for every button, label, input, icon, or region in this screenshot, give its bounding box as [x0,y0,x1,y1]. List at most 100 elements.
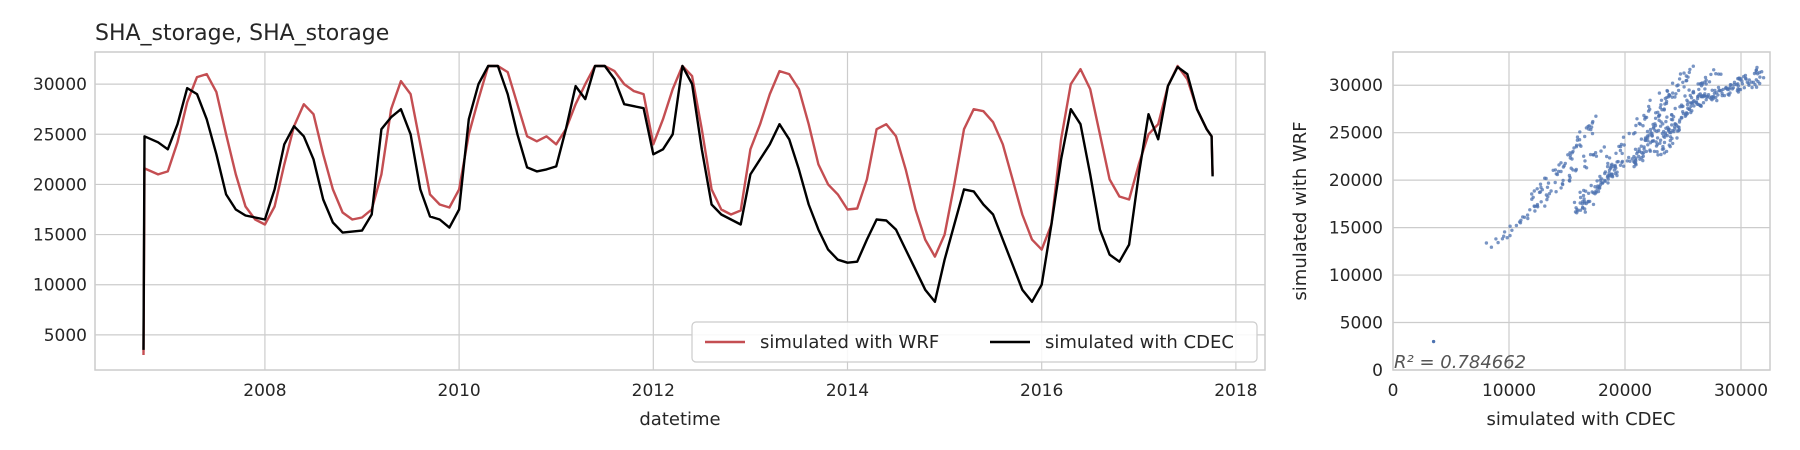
timeseries-chart: SHA_storage, SHA_storage 2008 2010 2012 201… [33,21,1266,430]
scatter-point [1737,76,1741,80]
scatter-point [1510,228,1514,232]
scatter-point [1658,141,1662,145]
scatter-point [1673,122,1678,126]
scatter-point [1657,113,1661,118]
scatter-point [1533,209,1537,213]
scatter-point [1594,114,1598,118]
scatter-point [1521,215,1525,219]
scatter-point [1694,100,1699,104]
scatter-ytick-label: 5000 [1340,314,1383,334]
scatter-point [1707,95,1712,100]
scatter-xticks: 0 10000 20000 30000 [1388,381,1768,401]
scatter-point [1572,200,1577,205]
scatter-point [1659,120,1663,124]
scatter-point [1581,193,1586,198]
scatter-point [1431,339,1436,344]
scatter-point [1575,207,1579,212]
scatter-point [1593,151,1598,155]
scatter-point [1761,76,1766,80]
timeseries-xtick-label: 2016 [1020,381,1063,401]
scatter-point [1613,164,1617,169]
scatter-point [1703,75,1708,80]
scatter-point [1655,136,1660,140]
scatter-point [1599,149,1603,153]
scatter-point [1496,240,1500,245]
scatter-point [1670,128,1675,133]
scatter-point [1732,80,1737,85]
scatter-point [1667,93,1672,97]
scatter-point [1578,130,1582,134]
scatter-point [1727,87,1731,91]
timeseries-xtick-label: 2008 [243,381,286,401]
scatter-point [1581,205,1585,209]
scatter-point [1606,161,1610,166]
scatter-point [1656,128,1661,133]
scatter-point [1567,178,1572,183]
scatter-point [1581,199,1585,204]
scatter-point [1571,168,1575,172]
scatter-point [1634,123,1638,128]
scatter-point [1714,72,1718,76]
scatter-point [1715,98,1719,103]
scatter-point [1689,96,1694,100]
scatter-point [1639,144,1644,148]
scatter-point [1651,139,1656,143]
scatter-point [1596,184,1600,188]
scatter-point [1679,103,1684,107]
scatter-point [1657,91,1662,95]
scatter-ylabel: simulated with WRF [1290,121,1311,300]
scatter-point [1613,171,1618,176]
scatter-point [1671,141,1675,146]
scatter-point [1742,86,1747,90]
scatter-point [1655,150,1659,154]
scatter-point [1571,149,1575,154]
scatter-point [1667,127,1671,131]
timeseries-frame [94,51,1266,371]
scatter-point [1535,187,1539,191]
scatter-point [1653,116,1658,121]
scatter-point [1642,150,1646,155]
scatter-point [1646,143,1650,147]
scatter-point [1726,92,1730,97]
scatter-point [1605,154,1609,159]
scatter-point [1591,119,1595,124]
scatter-point [1707,80,1712,84]
scatter-point [1508,224,1512,228]
scatter-point [1640,155,1644,160]
scatter-point [1583,164,1587,169]
scatter-point [1647,133,1651,137]
scatter-point [1642,113,1646,118]
scatter-point [1559,186,1563,190]
scatter-point [1747,78,1752,82]
scatter-point [1740,82,1745,86]
scatter-point [1494,237,1498,241]
timeseries-ytick-label: 5000 [44,326,87,346]
scatter-point [1709,72,1713,77]
scatter-point [1532,204,1536,208]
scatter-point [1706,93,1711,97]
scatter-point [1670,136,1674,141]
scatter-point [1664,99,1669,104]
timeseries-xtick-label: 2010 [437,381,480,401]
scatter-point [1632,154,1636,159]
scatter-point [1635,151,1639,156]
scatter-point [1622,164,1626,168]
scatter-point [1661,134,1666,138]
scatter-point [1658,124,1663,128]
scatter-point [1743,73,1748,78]
scatter-point [1677,120,1682,124]
scatter-point [1583,210,1588,214]
scatter-point [1717,89,1721,93]
scatter-point [1692,104,1696,108]
scatter-ytick-label: 15000 [1329,219,1383,239]
scatter-point [1561,178,1565,183]
timeseries-ytick-label: 20000 [33,175,87,195]
scatter-point [1745,80,1750,84]
scatter-point [1664,119,1668,124]
scatter-point [1545,197,1549,202]
scatter-point [1681,110,1685,114]
scatter-point [1627,155,1631,160]
scatter-point [1620,151,1624,156]
scatter-point [1635,117,1639,121]
scatter-point [1754,70,1758,75]
